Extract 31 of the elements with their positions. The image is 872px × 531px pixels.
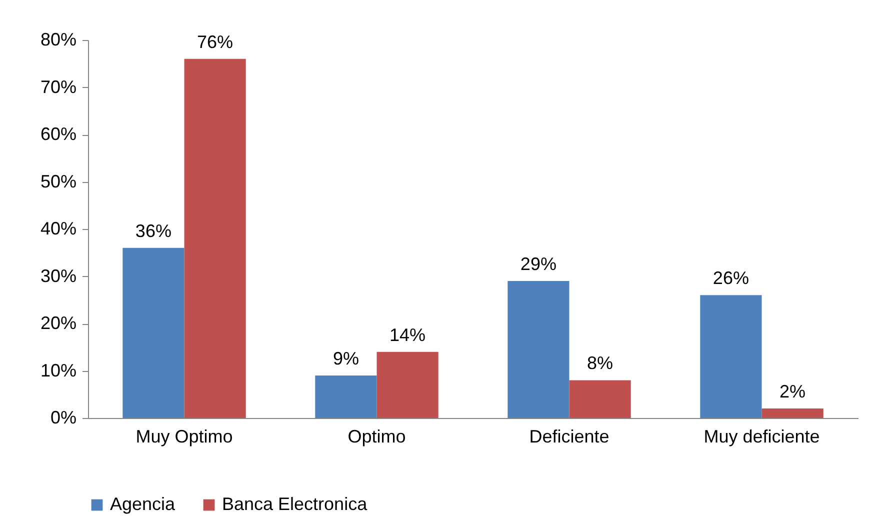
bar	[569, 380, 631, 418]
bar	[315, 375, 377, 418]
y-tick-label: 20%	[40, 313, 76, 333]
bar	[762, 408, 824, 418]
bar	[376, 352, 438, 418]
y-tick-label: 40%	[40, 218, 76, 238]
data-label: 9%	[332, 348, 359, 368]
bar	[508, 280, 570, 418]
y-tick-label: 30%	[40, 266, 76, 286]
data-label: 29%	[520, 254, 556, 274]
data-label: 14%	[390, 324, 426, 345]
data-label: 26%	[712, 268, 749, 288]
x-tick-label: Optimo	[348, 426, 406, 446]
y-tick-label: 10%	[40, 360, 76, 380]
y-tick-label: 80%	[40, 30, 76, 50]
data-label: 2%	[780, 382, 806, 402]
bar	[184, 58, 246, 418]
y-tick-label: 0%	[50, 408, 76, 428]
bar	[700, 295, 762, 418]
x-tick-label: Muy Optimo	[136, 426, 233, 446]
bar	[122, 248, 184, 418]
legend-label: Agencia	[110, 494, 176, 514]
data-label: 36%	[135, 220, 172, 241]
x-tick-label: Deficiente	[529, 426, 610, 446]
data-label: 76%	[197, 32, 234, 52]
x-tick-label: Muy deficiente	[704, 426, 820, 446]
y-tick-label: 70%	[40, 76, 76, 97]
legend-label: Banca Electronica	[222, 494, 368, 514]
y-tick-label: 50%	[40, 171, 76, 192]
y-tick-label: 60%	[40, 124, 76, 144]
data-label: 8%	[587, 353, 614, 374]
